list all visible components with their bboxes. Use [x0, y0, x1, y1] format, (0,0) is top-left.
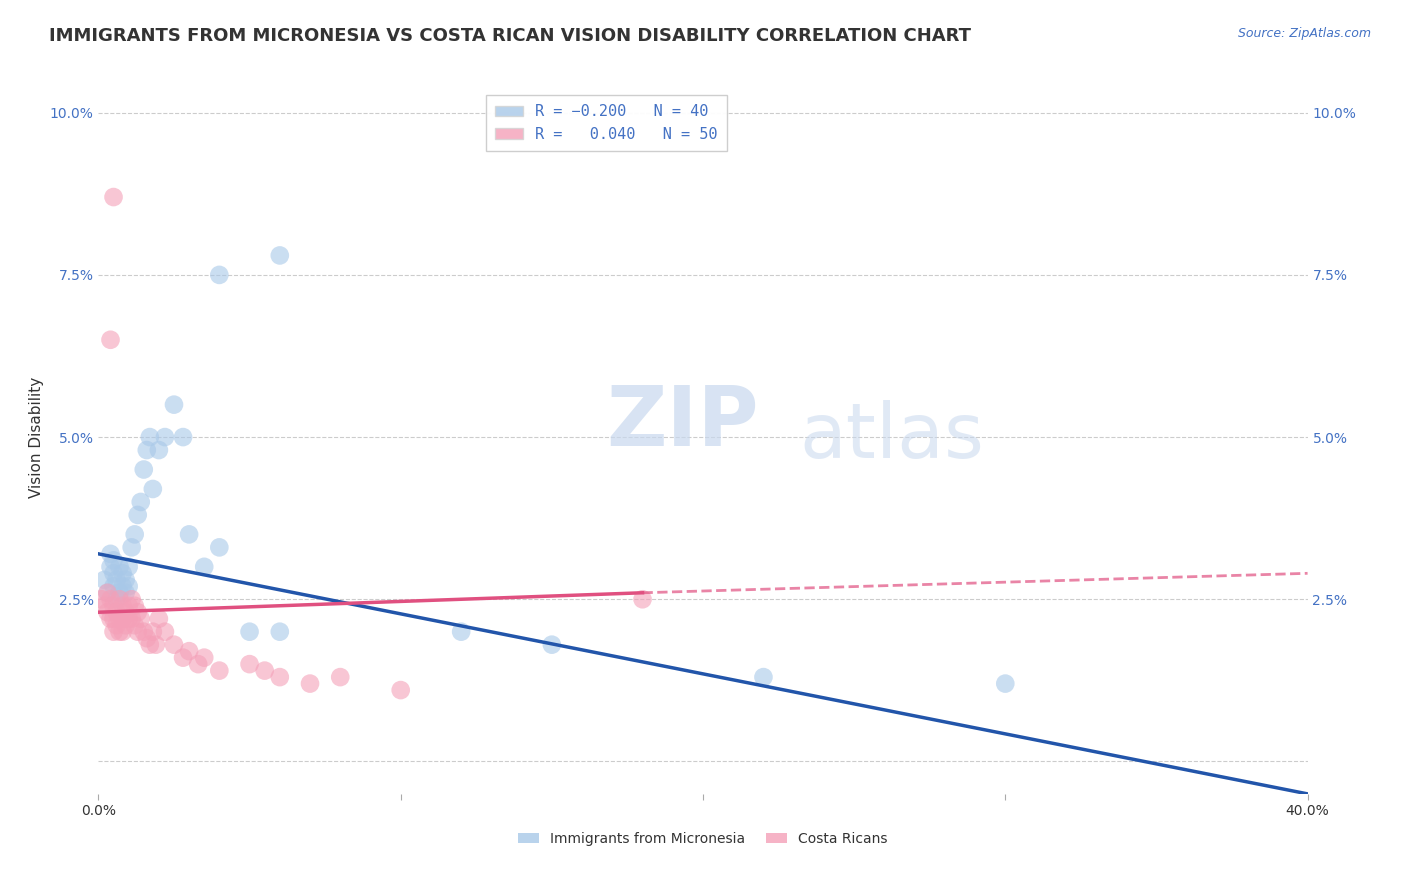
Point [299, 676, 322, 690]
Point [172, 430, 194, 444]
Point [93, 573, 115, 587]
Point [142, 482, 165, 496]
Point [118, 559, 141, 574]
Point [139, 638, 162, 652]
Point [118, 612, 141, 626]
Point [450, 624, 472, 639]
Point [108, 592, 131, 607]
Point [105, 592, 128, 607]
Point [127, 624, 149, 639]
Point [139, 430, 162, 444]
Point [145, 638, 167, 652]
Point [253, 664, 276, 678]
Point [103, 579, 125, 593]
Point [127, 605, 149, 619]
Point [118, 579, 141, 593]
Point [114, 586, 136, 600]
Point [179, 527, 201, 541]
Point [105, 573, 128, 587]
Point [389, 683, 412, 698]
Point [127, 508, 149, 522]
Point [142, 624, 165, 639]
Point [108, 624, 131, 639]
Point [329, 670, 352, 684]
Point [132, 462, 155, 476]
Point [114, 605, 136, 619]
Point [193, 650, 215, 665]
Point [132, 624, 155, 639]
Point [103, 624, 125, 639]
Point [179, 644, 201, 658]
Point [540, 638, 562, 652]
Point [269, 670, 291, 684]
Point [114, 618, 136, 632]
Y-axis label: Vision Disability: Vision Disability [30, 376, 44, 498]
Point [135, 443, 157, 458]
Point [124, 599, 146, 613]
Point [93, 599, 115, 613]
Text: ZIP: ZIP [606, 383, 759, 463]
Point [103, 566, 125, 581]
Point [121, 541, 143, 555]
Point [193, 559, 215, 574]
Point [105, 605, 128, 619]
Point [105, 618, 128, 632]
Point [108, 586, 131, 600]
Point [631, 592, 654, 607]
Point [103, 612, 125, 626]
Point [111, 579, 134, 593]
Point [239, 624, 262, 639]
Point [111, 624, 134, 639]
Point [269, 248, 291, 262]
Point [153, 624, 176, 639]
Text: IMMIGRANTS FROM MICRONESIA VS COSTA RICAN VISION DISABILITY CORRELATION CHART: IMMIGRANTS FROM MICRONESIA VS COSTA RICA… [49, 27, 972, 45]
Point [163, 638, 186, 652]
Point [100, 333, 122, 347]
Point [153, 430, 176, 444]
Point [96, 586, 118, 600]
Point [208, 664, 231, 678]
Point [124, 618, 146, 632]
Point [129, 612, 152, 626]
Point [111, 566, 134, 581]
Text: Source: ZipAtlas.com: Source: ZipAtlas.com [1237, 27, 1371, 40]
Point [96, 586, 118, 600]
Point [269, 624, 291, 639]
Point [103, 599, 125, 613]
Point [100, 592, 122, 607]
Point [135, 631, 157, 645]
Point [208, 541, 231, 555]
Point [239, 657, 262, 672]
Point [100, 559, 122, 574]
Text: atlas: atlas [800, 401, 984, 474]
Point [208, 268, 231, 282]
Point [100, 612, 122, 626]
Point [100, 547, 122, 561]
Point [118, 599, 141, 613]
Point [96, 605, 118, 619]
Point [121, 592, 143, 607]
Point [114, 573, 136, 587]
Point [163, 398, 186, 412]
Point [111, 612, 134, 626]
Point [90, 592, 112, 607]
Point [752, 670, 775, 684]
Point [121, 612, 143, 626]
Point [172, 650, 194, 665]
Point [108, 559, 131, 574]
Point [111, 599, 134, 613]
Point [148, 443, 170, 458]
Legend: Immigrants from Micronesia, Costa Ricans: Immigrants from Micronesia, Costa Ricans [513, 826, 893, 851]
Point [103, 190, 125, 204]
Point [148, 612, 170, 626]
Point [129, 495, 152, 509]
Point [103, 553, 125, 567]
Point [187, 657, 209, 672]
Point [124, 527, 146, 541]
Point [108, 612, 131, 626]
Point [994, 676, 1017, 690]
